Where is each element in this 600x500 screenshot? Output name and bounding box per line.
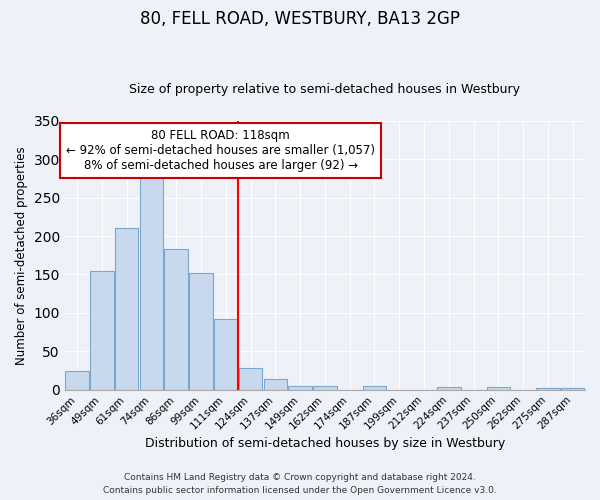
Y-axis label: Number of semi-detached properties: Number of semi-detached properties <box>15 146 28 364</box>
Bar <box>140 169 163 390</box>
Bar <box>164 249 188 390</box>
Text: Contains HM Land Registry data © Crown copyright and database right 2024.
Contai: Contains HM Land Registry data © Crown c… <box>103 474 497 495</box>
Bar <box>214 319 238 390</box>
Bar <box>115 228 139 390</box>
Bar <box>437 388 461 390</box>
Bar <box>487 388 510 390</box>
Bar <box>536 388 560 390</box>
Bar <box>239 368 262 390</box>
X-axis label: Distribution of semi-detached houses by size in Westbury: Distribution of semi-detached houses by … <box>145 437 505 450</box>
Title: Size of property relative to semi-detached houses in Westbury: Size of property relative to semi-detach… <box>130 83 520 96</box>
Bar <box>289 386 312 390</box>
Bar <box>362 386 386 390</box>
Bar <box>313 386 337 390</box>
Bar <box>65 370 89 390</box>
Bar <box>561 388 584 390</box>
Bar <box>263 379 287 390</box>
Text: 80, FELL ROAD, WESTBURY, BA13 2GP: 80, FELL ROAD, WESTBURY, BA13 2GP <box>140 10 460 28</box>
Bar <box>189 273 213 390</box>
Text: 80 FELL ROAD: 118sqm
← 92% of semi-detached houses are smaller (1,057)
8% of sem: 80 FELL ROAD: 118sqm ← 92% of semi-detac… <box>67 129 376 172</box>
Bar <box>90 270 114 390</box>
